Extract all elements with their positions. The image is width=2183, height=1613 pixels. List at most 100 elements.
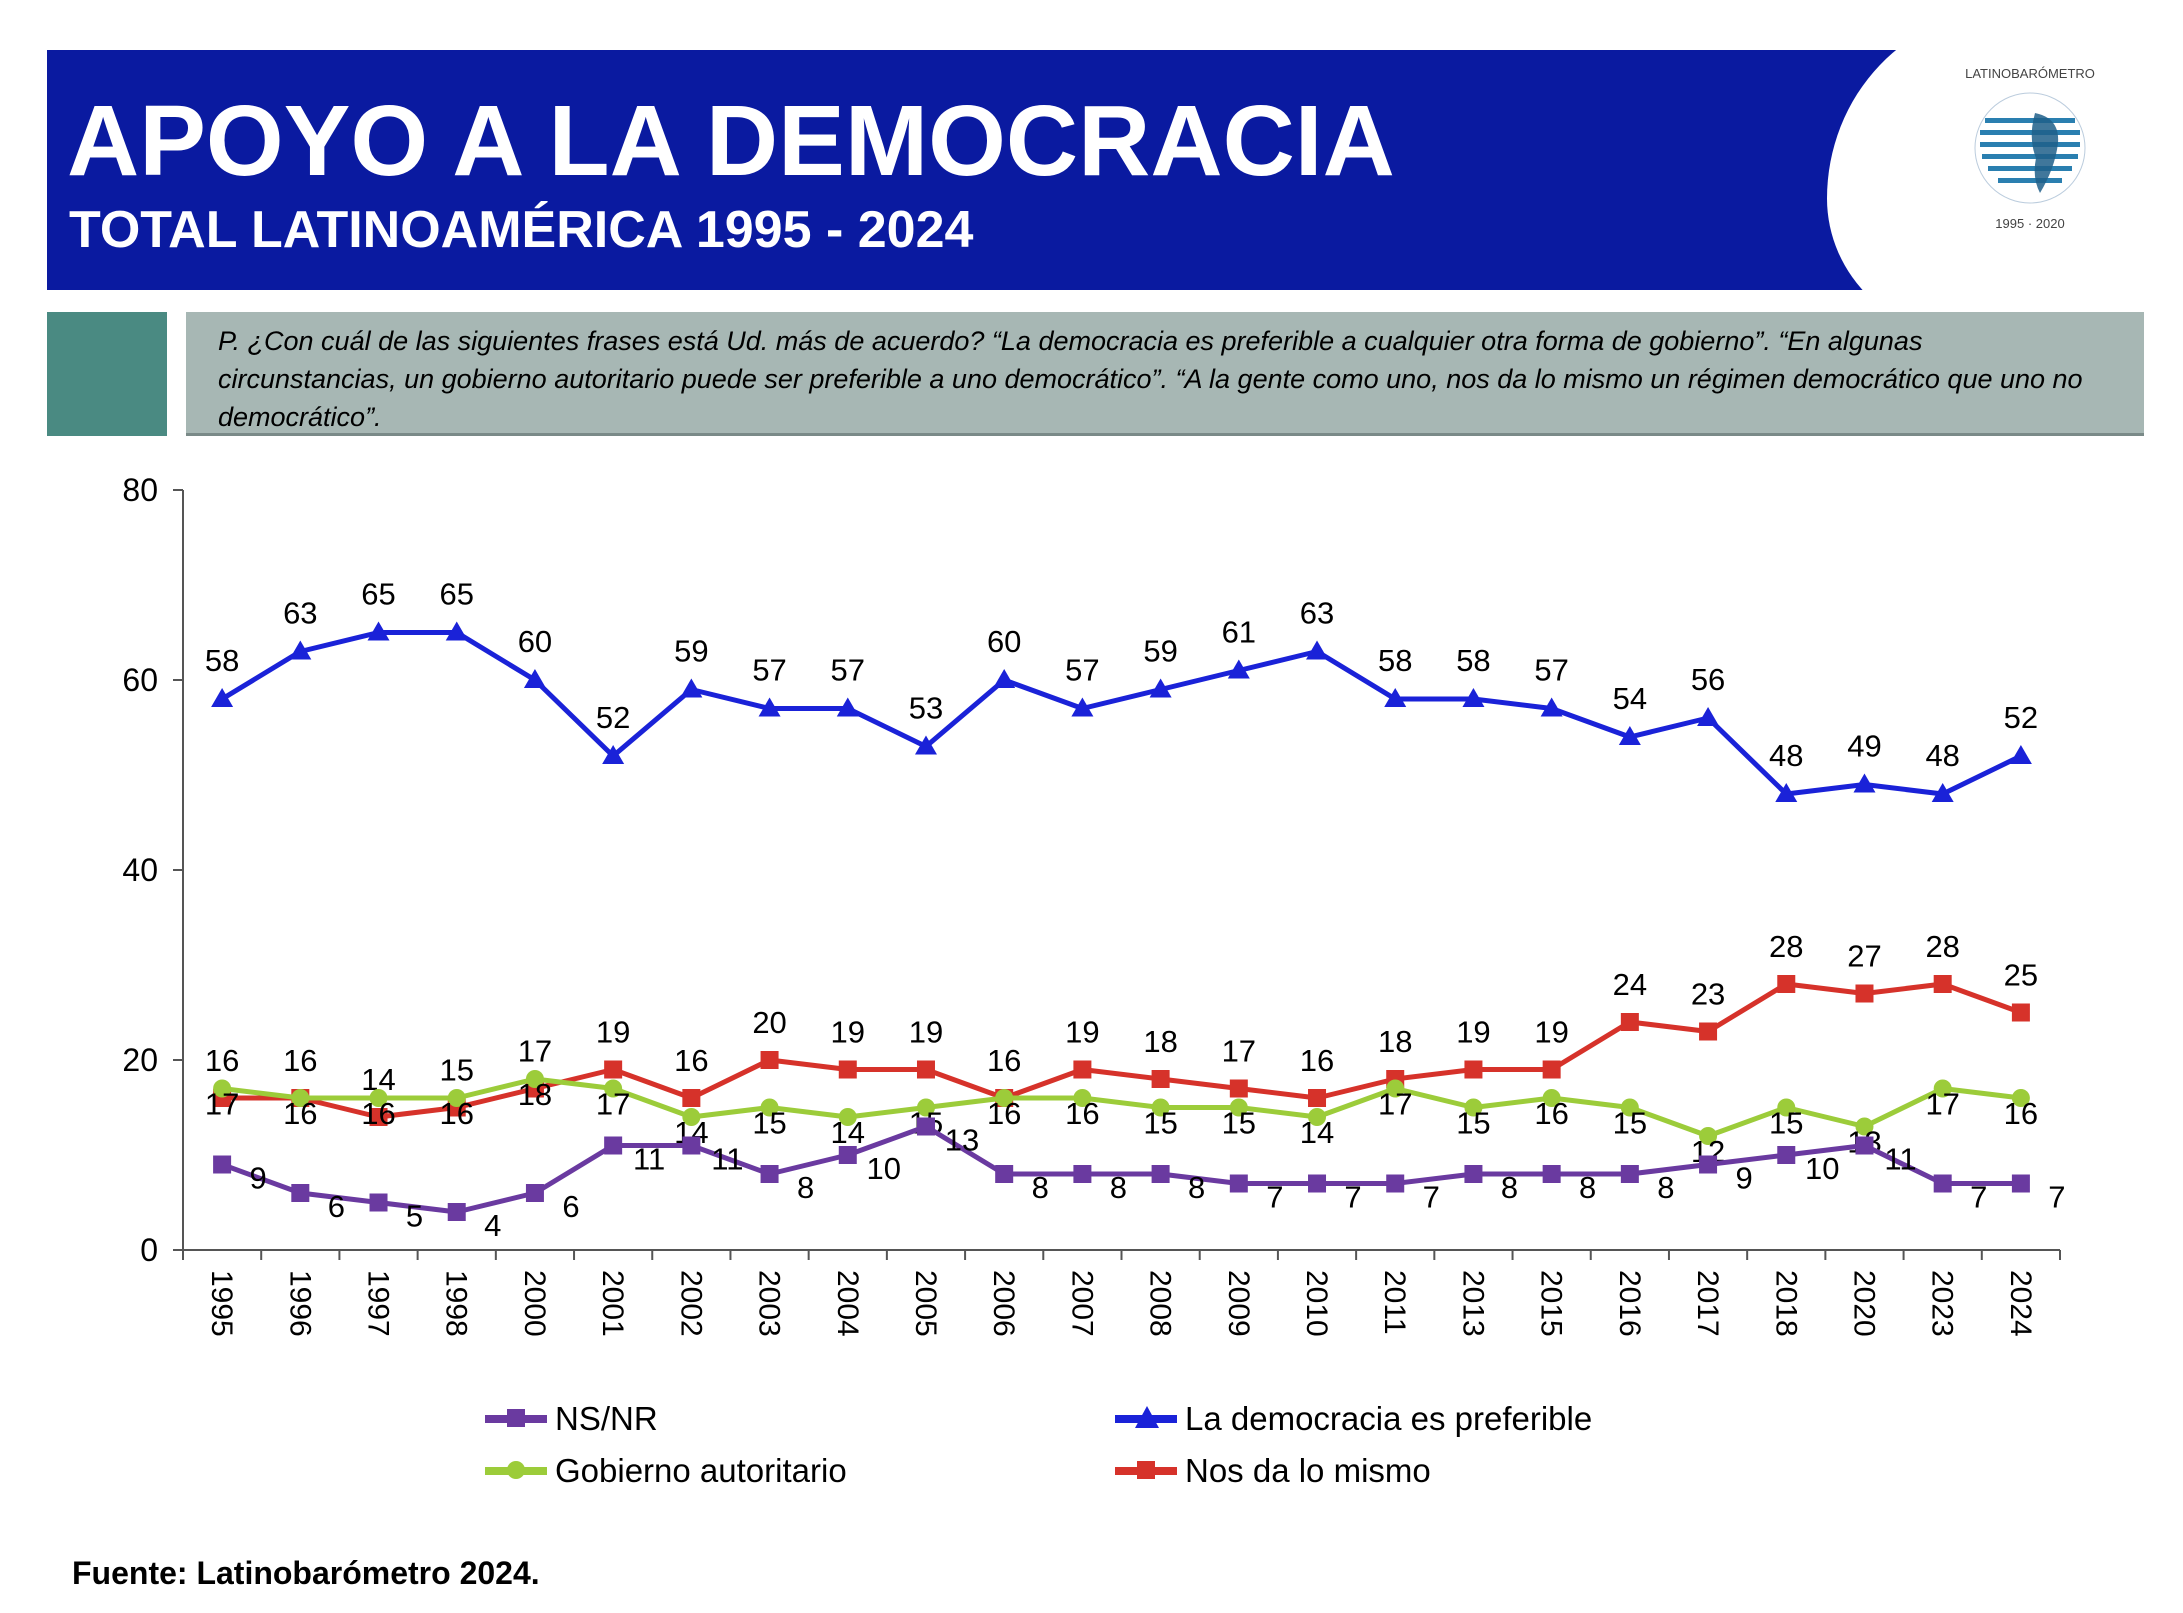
legend-label-nsnr: NS/NR <box>555 1400 658 1437</box>
data-point <box>1697 707 1720 726</box>
header-banner: APOYO A LA DEMOCRACIA TOTAL LATINOAMÉRIC… <box>47 50 2144 290</box>
legend-label-autoritario: Gobierno autoritario <box>555 1452 847 1489</box>
data-label: 15 <box>1613 1106 1647 1141</box>
legend-line-autoritario <box>485 1461 547 1479</box>
data-point <box>1853 773 1876 793</box>
data-label: 8 <box>1032 1170 1049 1205</box>
data-label: 16 <box>1534 1096 1568 1131</box>
data-point <box>1227 659 1250 679</box>
data-label: 11 <box>1884 1142 1916 1177</box>
data-label: 14 <box>831 1115 865 1150</box>
data-label: 25 <box>2004 958 2038 993</box>
data-label: 6 <box>328 1189 345 1224</box>
legend-line-nsnr <box>485 1409 547 1427</box>
data-point <box>1699 1022 1718 1041</box>
data-point <box>1777 1146 1796 1164</box>
y-tick-label: 60 <box>122 662 158 698</box>
data-point <box>682 1136 701 1155</box>
data-label: 57 <box>1534 653 1568 688</box>
data-label: 17 <box>596 1087 630 1122</box>
x-tick-label: 2004 <box>831 1270 864 1337</box>
svg-text:LATINOBARÓMETRO: LATINOBARÓMETRO <box>1965 66 2095 81</box>
data-point <box>291 1184 310 1202</box>
y-tick-label: 0 <box>140 1232 158 1268</box>
data-point <box>369 1108 388 1126</box>
data-point <box>1855 1117 1874 1136</box>
x-tick-label: 2000 <box>518 1270 551 1337</box>
data-label: 16 <box>1300 1043 1334 1078</box>
data-point <box>1699 1127 1718 1145</box>
data-point <box>602 745 625 764</box>
data-label: 16 <box>439 1096 473 1131</box>
data-point <box>995 1089 1014 1107</box>
data-label: 57 <box>752 653 786 688</box>
data-label: 19 <box>1065 1015 1099 1050</box>
data-point <box>1542 1165 1561 1183</box>
data-point <box>1542 1060 1561 1079</box>
data-label: 65 <box>361 577 395 612</box>
data-point <box>213 1155 232 1174</box>
legend-item-nsnr: NS/NR <box>485 1400 658 1438</box>
data-point <box>213 1079 232 1098</box>
data-label: 5 <box>406 1199 423 1234</box>
data-point <box>838 1060 857 1079</box>
data-label: 7 <box>2048 1180 2065 1215</box>
y-tick-label: 40 <box>122 852 158 888</box>
data-label: 28 <box>1925 929 1959 964</box>
survey-question: P. ¿Con cuál de las siguientes frases es… <box>186 312 2144 436</box>
data-point <box>291 1089 310 1107</box>
data-label: 16 <box>205 1043 239 1078</box>
x-tick-label: 1998 <box>440 1270 473 1337</box>
data-label: 7 <box>1344 1180 1361 1215</box>
data-point <box>1855 984 1874 1003</box>
data-label: 63 <box>1300 596 1334 631</box>
data-label: 57 <box>831 653 865 688</box>
legend-line-democracia <box>1115 1406 1177 1428</box>
x-tick-label: 2002 <box>674 1270 707 1337</box>
x-tick-label: 2018 <box>1769 1270 1802 1337</box>
data-point <box>604 1060 623 1079</box>
data-label: 15 <box>752 1106 786 1141</box>
x-tick-label: 2003 <box>753 1270 786 1337</box>
x-tick-label: 2016 <box>1613 1270 1646 1337</box>
data-label: 23 <box>1691 977 1725 1012</box>
data-label: 19 <box>1456 1015 1490 1050</box>
data-point <box>1384 688 1407 707</box>
data-point <box>1931 783 1954 802</box>
data-label: 20 <box>752 1005 786 1040</box>
data-label: 8 <box>1657 1170 1674 1205</box>
data-point <box>1073 1060 1092 1079</box>
data-label: 10 <box>867 1151 901 1186</box>
x-tick-label: 2001 <box>596 1270 629 1337</box>
data-label: 52 <box>2004 700 2038 735</box>
page-title: APOYO A LA DEMOCRACIA <box>67 85 1395 197</box>
data-point <box>1620 1165 1639 1183</box>
data-point <box>1777 975 1796 993</box>
data-label: 17 <box>205 1087 239 1122</box>
x-tick-label: 2005 <box>909 1270 942 1337</box>
data-label: 60 <box>987 624 1021 659</box>
data-point <box>447 1203 466 1221</box>
data-label: 65 <box>439 577 473 612</box>
data-point <box>1071 697 1094 717</box>
data-point <box>916 1117 935 1136</box>
data-point <box>525 1184 544 1202</box>
data-label: 58 <box>1378 643 1412 678</box>
data-point <box>604 1079 623 1098</box>
data-point <box>1229 1098 1248 1117</box>
data-label: 16 <box>987 1043 1021 1078</box>
data-point <box>1229 1079 1248 1098</box>
legend-line-da-lo-mismo <box>1115 1461 1177 1479</box>
data-point <box>993 669 1016 688</box>
source-note: Fuente: Latinobarómetro 2024. <box>72 1555 540 1591</box>
data-point <box>1540 697 1563 717</box>
data-point <box>995 1165 1014 1183</box>
data-point <box>1308 1174 1327 1193</box>
data-point <box>1464 1060 1483 1079</box>
data-point <box>2011 1089 2030 1107</box>
x-tick-label: 2007 <box>1065 1270 1098 1337</box>
x-tick-label: 1996 <box>283 1270 316 1337</box>
data-point <box>760 1051 779 1069</box>
data-point <box>1699 1155 1718 1174</box>
data-point <box>682 1089 701 1107</box>
